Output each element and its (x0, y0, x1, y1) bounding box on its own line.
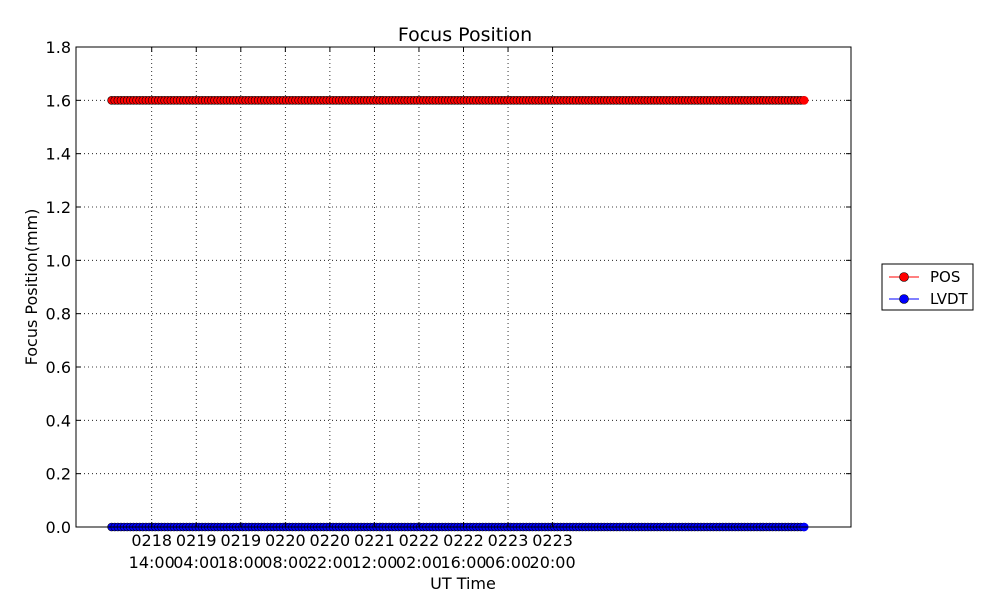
legend-pos-marker (899, 272, 909, 282)
y-tick-label: 1.0 (46, 251, 71, 270)
y-tick-label: 0.6 (46, 358, 71, 377)
x-tick-label-date: 0219 (220, 531, 261, 550)
x-tick-label-date: 0221 (354, 531, 395, 550)
y-tick-label: 1.4 (46, 145, 71, 164)
y-tick-label: 0.0 (46, 518, 71, 537)
y-tick-label: 0.8 (46, 305, 71, 324)
x-tick-label-time: 16:00 (440, 553, 486, 572)
data-point (799, 96, 809, 105)
chart-title: Focus Position (398, 24, 532, 46)
axis-ticks: 0.00.20.40.60.81.01.21.41.61.8021814:000… (46, 38, 851, 572)
y-tick-label: 0.4 (46, 411, 71, 430)
y-tick-label: 0.2 (46, 465, 71, 484)
y-tick-label: 1.2 (46, 198, 71, 217)
legend-box (881, 263, 974, 311)
x-tick-label-time: 12:00 (351, 553, 397, 572)
x-tick-label-time: 14:00 (129, 553, 175, 572)
x-tick-label-date: 0223 (488, 531, 529, 550)
x-tick-label-date: 0220 (265, 531, 306, 550)
y-tick-label: 1.8 (46, 38, 71, 57)
series-pos (107, 96, 809, 105)
x-tick-label-time: 18:00 (218, 553, 264, 572)
x-tick-label-time: 22:00 (307, 553, 353, 572)
x-tick-label-time: 20:00 (530, 553, 576, 572)
grid-lines (76, 47, 851, 527)
x-tick-label-date: 0220 (310, 531, 351, 550)
x-tick-label-date: 0222 (443, 531, 484, 550)
legend-lvdt-marker (899, 294, 909, 304)
x-tick-label-date: 0222 (399, 531, 440, 550)
plot-series (107, 96, 809, 532)
legend-lvdt-label: LVDT (930, 290, 969, 308)
x-tick-label-date: 0223 (532, 531, 573, 550)
legend: POS LVDT (881, 263, 974, 311)
x-tick-label-time: 08:00 (262, 553, 308, 572)
y-axis-label: Focus Position(mm) (22, 209, 41, 366)
legend-pos-label: POS (930, 268, 960, 286)
x-tick-label-date: 0218 (131, 531, 172, 550)
x-axis-label: UT Time (430, 574, 496, 593)
y-tick-label: 1.6 (46, 91, 71, 110)
x-tick-label-date: 0219 (176, 531, 217, 550)
x-tick-label-time: 06:00 (485, 553, 531, 572)
x-tick-label-time: 02:00 (396, 553, 442, 572)
x-tick-label-time: 04:00 (173, 553, 219, 572)
